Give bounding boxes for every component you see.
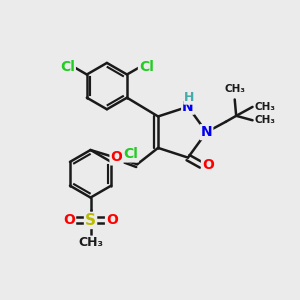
Text: O: O	[110, 150, 122, 164]
Text: Cl: Cl	[60, 60, 75, 74]
Text: CH₃: CH₃	[78, 236, 103, 249]
Text: Cl: Cl	[139, 60, 154, 74]
Text: O: O	[202, 158, 214, 172]
Text: O: O	[63, 213, 75, 227]
Text: CH₃: CH₃	[254, 115, 275, 125]
Text: Cl: Cl	[123, 148, 138, 161]
Text: CH₃: CH₃	[224, 84, 245, 94]
Text: N: N	[182, 100, 194, 114]
Text: CH₃: CH₃	[254, 102, 275, 112]
Text: N: N	[201, 125, 212, 139]
Text: S: S	[85, 213, 96, 228]
Text: O: O	[106, 213, 118, 227]
Text: H: H	[184, 91, 195, 104]
